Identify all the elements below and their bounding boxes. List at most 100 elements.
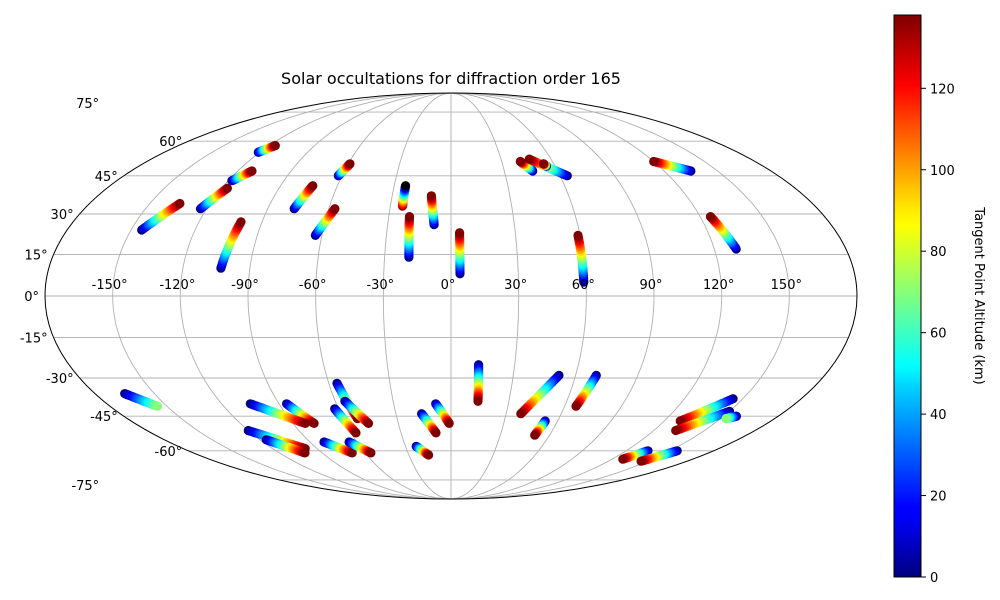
longitude-tick-label: 60° [572, 278, 595, 293]
occultation-track [649, 156, 696, 176]
latitude-tick-label: 75° [76, 97, 99, 112]
longitude-tick-label: 0° [441, 278, 456, 293]
occultation-track [473, 360, 484, 406]
track-point [431, 428, 441, 438]
track-point [705, 212, 716, 222]
track-point [573, 230, 583, 240]
track-point [444, 418, 454, 428]
track-point [649, 156, 659, 167]
track-point [618, 454, 628, 464]
track-point [671, 425, 681, 436]
occultation-track [253, 141, 280, 157]
occultation-track [340, 396, 374, 428]
track-point [515, 156, 525, 167]
track-point [424, 450, 434, 460]
occultation-track [120, 389, 163, 411]
colorbar-tick-label: 100 [930, 164, 955, 179]
occultation-track [455, 228, 465, 279]
latitude-tick-label: -15° [20, 332, 48, 347]
occultation-track [344, 437, 376, 458]
occultation-track [333, 159, 355, 181]
colorbar-label: Tangent Point Altitude (km) [971, 206, 986, 384]
latitude-tick-label: -75° [71, 479, 99, 494]
track-point [351, 428, 361, 438]
colorbar-ticks: 0 20 40 60 80 100 120 [921, 82, 955, 586]
track-point [345, 159, 355, 169]
occultation-track [417, 409, 441, 438]
occultation-track [310, 204, 340, 240]
chart-title: Solar occultations for diffraction order… [281, 69, 621, 88]
latitude-tick-label: 0° [24, 290, 39, 305]
latitude-tick-label: -45° [90, 410, 118, 425]
track-point [404, 212, 415, 222]
occultation-track [216, 217, 246, 273]
colorbar-tick-label: 0 [930, 571, 938, 586]
track-point [300, 448, 310, 458]
longitude-tick-label: -30° [366, 278, 394, 293]
map-outline [44, 92, 858, 500]
latitude-tick-label: -60° [155, 445, 183, 460]
latitude-tick-label: 15° [25, 248, 48, 263]
track-point [530, 430, 540, 440]
longitude-tick-label: 90° [639, 278, 662, 293]
track-point [247, 166, 257, 176]
track-point [524, 154, 534, 164]
occultation-track [538, 159, 552, 171]
occultation-track [705, 212, 741, 254]
occultation-track [245, 399, 310, 428]
longitude-tick-label: -120° [159, 278, 195, 293]
occultation-track [516, 370, 564, 419]
track-point [721, 414, 731, 424]
longitude-tick-labels: -150° -120° -90° -60° -30° 0° 30° 60° 90° 120° 150… [92, 278, 802, 293]
track-point [152, 401, 163, 411]
track-point [347, 448, 357, 458]
longitude-tick-label: 150° [771, 278, 802, 293]
track-point [675, 416, 685, 426]
latitude-tick-labels: 75° 60° 45° 30° 15° 0° -15° -30° -45° -60° -75° [20, 97, 182, 494]
occultation-track [618, 446, 653, 464]
track-point [455, 228, 465, 238]
track-point [571, 401, 581, 411]
colorbar-gradient [893, 14, 922, 578]
colorbar-tick-label: 80 [930, 245, 947, 260]
track-point [300, 418, 310, 428]
colorbar-tick-label: 60 [930, 327, 947, 342]
occultation-track [261, 435, 310, 458]
latitude-tick-label: 60° [159, 135, 182, 150]
occultation-track [721, 411, 742, 424]
occultation-track [227, 166, 257, 186]
colorbar: 0 20 40 60 80 100 120 Tangent Point Altitude (… [893, 14, 986, 586]
colorbar-tick-label: 120 [930, 82, 955, 97]
occultation-track [319, 437, 357, 458]
occultation-track [289, 181, 318, 214]
track-point [636, 456, 646, 466]
occultation-track [411, 441, 434, 460]
track-point [236, 217, 246, 227]
occultation-track [515, 156, 538, 176]
occultation-track [573, 230, 589, 287]
longitude-tick-label: 30° [504, 278, 527, 293]
track-point [308, 181, 318, 191]
occultation-track [426, 191, 439, 230]
track-point [175, 198, 185, 209]
longitude-tick-label: -60° [299, 278, 327, 293]
occultation-track [137, 198, 185, 235]
occultation-track [636, 446, 682, 466]
track-point [516, 409, 526, 419]
track-point [270, 141, 280, 151]
track-point [538, 159, 549, 169]
occultation-track [195, 183, 232, 214]
track-point [309, 418, 319, 428]
latitude-tick-label: 30° [51, 208, 74, 223]
occultation-track [330, 404, 361, 438]
occultation-track [431, 399, 454, 428]
occultation-track [571, 370, 601, 411]
occultation-track [404, 212, 415, 262]
latitude-tick-label: 45° [95, 170, 118, 185]
longitude-tick-label: -150° [92, 278, 128, 293]
track-point [426, 191, 436, 201]
occultation-tracks [120, 141, 742, 466]
track-point [363, 418, 374, 428]
track-point [330, 204, 340, 214]
